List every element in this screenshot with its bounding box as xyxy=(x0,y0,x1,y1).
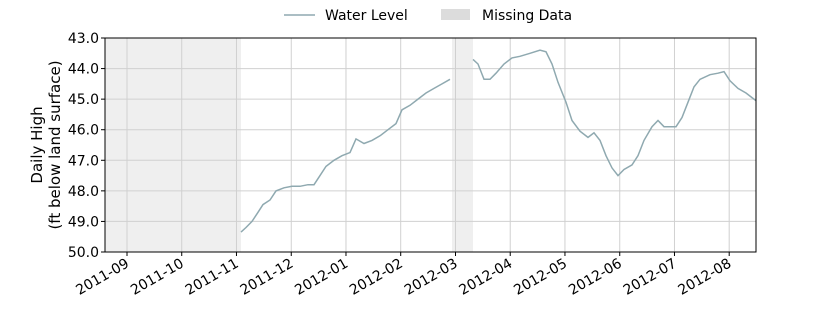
x-tick-label: 2012-01 xyxy=(292,256,351,299)
data-line xyxy=(240,49,757,233)
x-tick-label: 2012-03 xyxy=(402,256,461,299)
legend-label: Missing Data xyxy=(482,8,572,24)
missing-span xyxy=(105,38,241,252)
x-tick-label: 2011-12 xyxy=(238,256,297,299)
x-tick-label: 2012-04 xyxy=(457,256,516,299)
y-axis-label: Daily High(ft below land surface) xyxy=(28,60,64,229)
legend-label: Water Level xyxy=(325,8,408,24)
legend-swatch xyxy=(441,9,470,20)
x-tick-label: 2012-02 xyxy=(347,256,406,299)
x-tick-label: 2012-07 xyxy=(621,256,680,299)
x-tick-label: 2012-08 xyxy=(676,256,735,299)
x-tick-label: 2012-06 xyxy=(566,256,625,299)
x-tick-label: 2011-11 xyxy=(183,256,242,299)
y-tick-label: 49.0 xyxy=(68,214,99,230)
y-axis-label-line: (ft below land surface) xyxy=(46,60,64,229)
y-tick-label: 45.0 xyxy=(68,92,99,108)
y-tick-label: 50.0 xyxy=(68,245,99,261)
plot-frame xyxy=(104,37,757,253)
y-tick-label: 46.0 xyxy=(68,123,99,139)
y-tick-label: 44.0 xyxy=(68,62,99,78)
missing-span xyxy=(452,38,473,252)
y-axis-label-line: Daily High xyxy=(28,106,46,183)
x-tick-label: 2012-05 xyxy=(511,256,570,299)
x-tick-label: 2011-10 xyxy=(128,256,187,299)
x-tick-label: 2011-09 xyxy=(73,256,132,299)
y-tick-label: 43.0 xyxy=(68,31,99,47)
y-tick-label: 48.0 xyxy=(68,184,99,200)
y-tick-label: 47.0 xyxy=(68,153,99,169)
